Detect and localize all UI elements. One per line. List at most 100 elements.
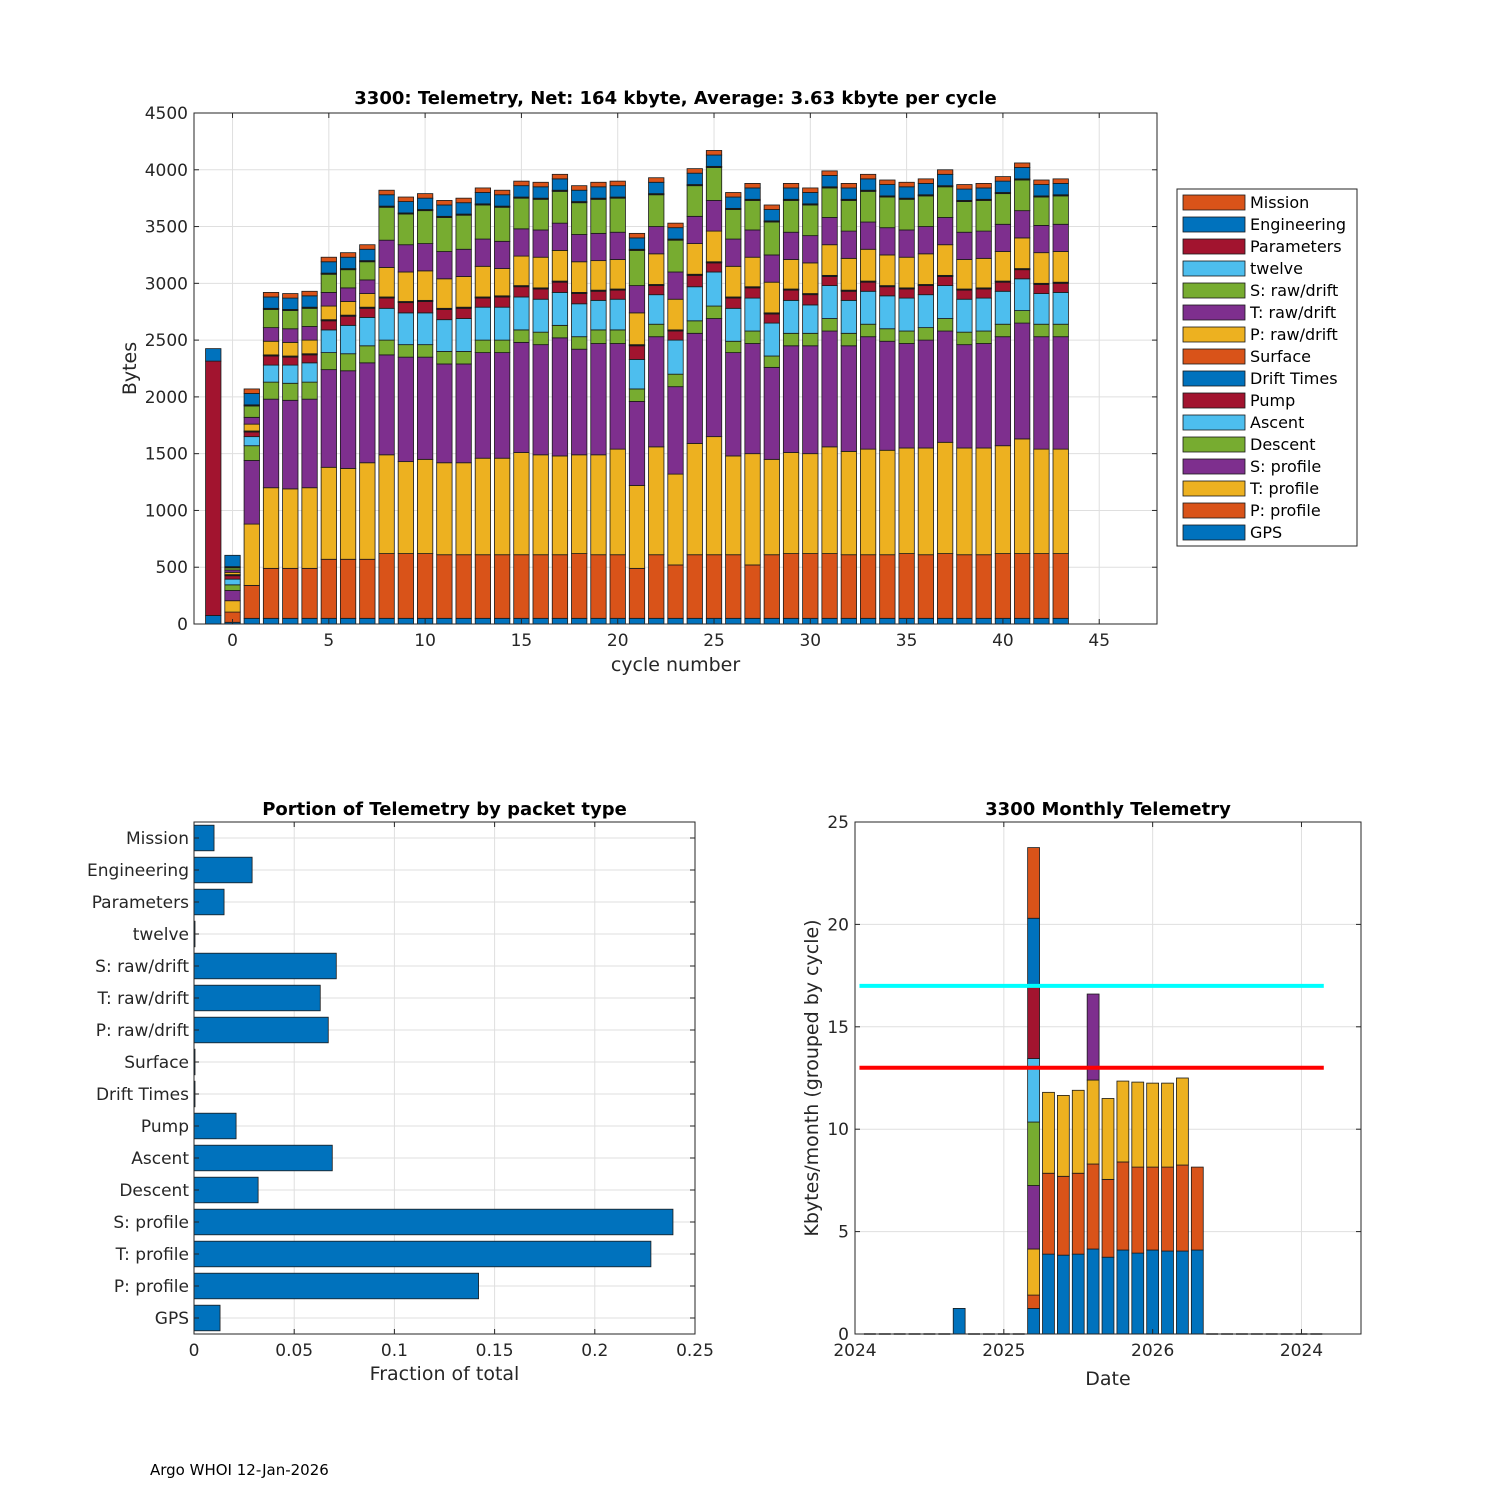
- bar-segment-p-raw-drift: [763, 281, 780, 314]
- bar-segment-mission: [282, 293, 299, 299]
- bar-segment-t-raw-drift: [937, 217, 954, 246]
- bar-segment-s-raw-drift: [359, 261, 376, 281]
- category-label: Parameters: [92, 893, 189, 913]
- category-label: twelve: [133, 925, 189, 945]
- bar-segment-mission: [956, 184, 973, 190]
- bar-segment-descent: [648, 323, 665, 338]
- bar-segment-p-profile: [551, 554, 569, 619]
- bar-segment-p-profile: [243, 584, 260, 619]
- bar-segment-s-raw-drift: [320, 273, 337, 293]
- bar-segment-t-profile: [224, 600, 241, 613]
- bar-segment-s-raw-drift: [1052, 195, 1069, 225]
- month-bar-segment: [1146, 1249, 1159, 1335]
- bar-segment-pump: [339, 315, 357, 326]
- bar-segment-pump: [320, 320, 337, 331]
- bar-segment-gps: [205, 615, 222, 625]
- bar-segment-t-raw-drift: [821, 217, 838, 246]
- bar-segment-descent: [782, 332, 800, 347]
- bar-segment-p-raw-drift: [821, 244, 838, 276]
- bar-segment-ascent: [705, 271, 723, 307]
- y-tick-label: 15: [827, 1018, 849, 1038]
- bar-segment-s-profile: [763, 366, 780, 460]
- month-bar-segment: [1027, 1308, 1040, 1335]
- bar-segment-p-raw-drift: [628, 312, 646, 346]
- footer-credit: Argo WHOI 12-Jan-2026: [150, 1461, 329, 1479]
- y-tick-label: 3500: [145, 218, 188, 238]
- y-tick-label: 2000: [145, 388, 188, 408]
- bar-segment-s-profile: [840, 345, 857, 452]
- bar-segment-t-profile: [301, 487, 318, 569]
- bar-segment-ascent: [320, 329, 337, 354]
- bar-segment-s-raw-drift: [494, 206, 511, 242]
- chart-title: 3300: Telemetry, Net: 164 kbyte, Average…: [354, 88, 996, 109]
- bar-segment-t-profile: [1014, 438, 1031, 554]
- bar-segment-s-profile: [436, 363, 453, 464]
- fraction-bar: [193, 1016, 329, 1044]
- bar-segment-gps: [956, 617, 973, 625]
- bar-segment-s-raw-drift: [705, 167, 723, 201]
- category-label: GPS: [155, 1309, 189, 1329]
- bar-segment-engineering: [282, 297, 299, 310]
- bar-segment-t-raw-drift: [1033, 225, 1050, 254]
- axes-box: [193, 112, 1158, 625]
- bar-segment-mission: [648, 177, 665, 183]
- bar-segment-gps: [782, 617, 800, 625]
- bar-segment-p-raw-drift: [551, 250, 569, 282]
- bar-segment-pump: [205, 360, 222, 616]
- bar-segment-t-profile: [744, 453, 761, 566]
- bar-segment-s-profile: [802, 345, 819, 455]
- bar-segment-pump: [436, 309, 453, 321]
- bar-segment-pump: [282, 356, 299, 366]
- bar-segment-mission: [609, 180, 626, 187]
- bar-segment-ascent: [667, 339, 684, 375]
- bar-segment-t-profile: [782, 452, 800, 554]
- bar-segment-t-profile: [667, 473, 684, 566]
- bar-segment-descent: [802, 332, 819, 347]
- bar-segment-s-raw-drift: [763, 221, 780, 256]
- bar-segment-ascent: [455, 318, 472, 352]
- bar-segment-t-raw-drift: [551, 222, 569, 251]
- month-bar-segment: [1086, 1079, 1100, 1165]
- bar-segment-ascent: [397, 312, 414, 346]
- bar-segment-engineering: [821, 175, 838, 188]
- bar-segment-t-profile: [243, 523, 260, 586]
- bar-segment-t-raw-drift: [802, 235, 819, 264]
- bar-segment-gps: [551, 617, 569, 625]
- bar-segment-mission: [571, 185, 588, 191]
- bar-segment-p-profile: [455, 554, 472, 619]
- bar-segment-mission: [513, 180, 530, 187]
- bar-segment-p-profile: [513, 554, 530, 619]
- legend-swatch: [1182, 304, 1246, 321]
- bar-segment-p-profile: [975, 554, 992, 619]
- bar-segment-descent: [898, 330, 915, 344]
- bar-segment-descent: [551, 324, 569, 339]
- bar-segment-p-profile: [339, 558, 357, 619]
- bar-segment-descent: [436, 351, 453, 365]
- bar-segment-ascent: [262, 364, 280, 383]
- month-bar-segment: [1057, 1254, 1070, 1335]
- bar-segment-p-raw-drift: [1033, 252, 1050, 284]
- bar-segment-pump: [224, 575, 241, 580]
- bar-segment-descent: [840, 332, 857, 347]
- y-tick-label: 1000: [145, 501, 188, 521]
- bar-segment-gps: [359, 617, 376, 625]
- legend-swatch: [1182, 480, 1246, 497]
- bar-segment-p-profile: [744, 564, 761, 619]
- bar-segment-s-raw-drift: [571, 202, 588, 235]
- bar-segment-p-profile: [436, 554, 453, 619]
- bar-segment-engineering: [898, 186, 915, 199]
- bar-segment-s-profile: [474, 352, 492, 459]
- bar-segment-pump: [609, 289, 626, 300]
- bar-segment-pump: [571, 293, 588, 305]
- bar-segment-mission: [397, 196, 414, 202]
- bar-segment-s-raw-drift: [937, 186, 954, 218]
- bar-segment-engineering: [339, 256, 357, 269]
- category-label: Drift Times: [96, 1085, 189, 1105]
- bar-segment-s-profile: [628, 401, 646, 486]
- bar-segment-p-raw-drift: [725, 265, 742, 298]
- bar-segment-descent: [725, 340, 742, 354]
- bar-segment-descent: [590, 329, 607, 344]
- month-bar-segment: [1071, 1253, 1085, 1335]
- bar-segment-t-raw-drift: [494, 240, 511, 269]
